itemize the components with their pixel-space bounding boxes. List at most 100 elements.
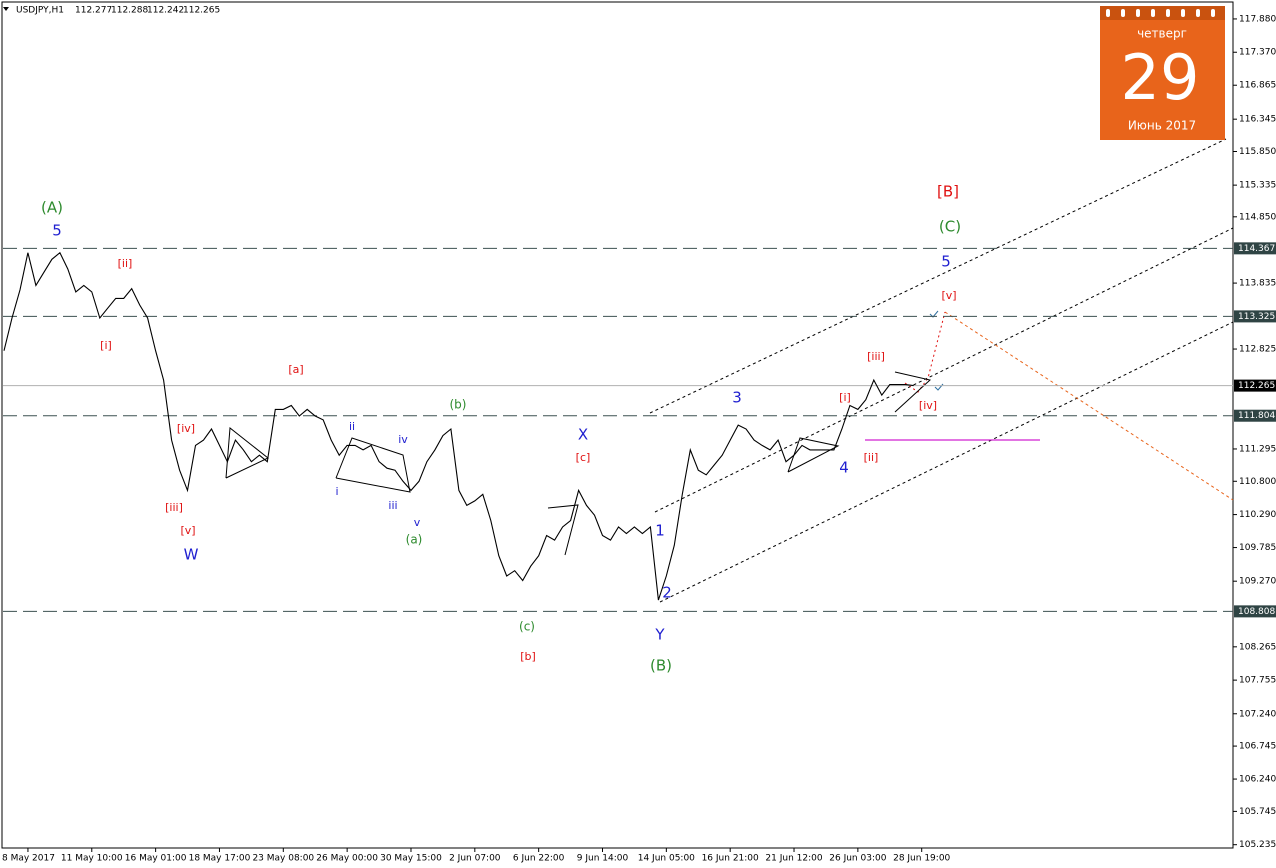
wave-label: (a) (406, 533, 423, 547)
y-tick-label: 113.835 (1239, 279, 1276, 289)
level-label-box (1234, 242, 1276, 255)
ohlc-high: 112.288 (111, 6, 148, 16)
level-label-box (1234, 310, 1276, 323)
x-tick-label: 16 May 01:00 (125, 854, 187, 864)
y-tick-label: 112.825 (1239, 345, 1276, 355)
ring (1166, 9, 1170, 17)
wave-label: X (578, 426, 588, 444)
wave-label: [v] (941, 289, 956, 302)
x-tick-label: 14 Jun 05:00 (638, 854, 695, 864)
wave-label: 2 (662, 584, 672, 602)
header: USDJPY,H1 112.277 112.288 112.242 112.26… (3, 6, 220, 16)
y-tick-label: 109.785 (1239, 543, 1276, 553)
wave-label: [iv] (919, 399, 937, 412)
wave-label: W (184, 546, 199, 564)
wave-label: 5 (941, 253, 951, 271)
y-tick-label: 106.240 (1239, 775, 1276, 785)
y-tick-label: 110.290 (1239, 510, 1276, 520)
channel-line (659, 321, 1234, 603)
wave-label: 5 (52, 222, 62, 240)
ring (1211, 9, 1215, 17)
wave-label: 1 (655, 522, 665, 540)
y-tick-label: 106.745 (1239, 742, 1276, 752)
levels (3, 247, 1233, 612)
y-tick-label: 117.370 (1239, 48, 1276, 58)
x-tick-label: 18 May 17:00 (189, 854, 251, 864)
calendar-day: 29 (1121, 41, 1200, 114)
current-price-label: 112.265 (1238, 381, 1275, 391)
level-label: 113.325 (1238, 312, 1275, 322)
ring (1136, 9, 1140, 17)
calendar-body (1100, 6, 1225, 140)
price-plot (3, 251, 914, 601)
y-tick-label: 107.240 (1239, 709, 1276, 719)
x-tick-label: 9 Jun 14:00 (577, 854, 629, 864)
y-tick-label: 115.335 (1239, 181, 1276, 191)
channel-line (649, 138, 1227, 414)
wave-label: (b) (450, 398, 467, 412)
x-tick-label: 23 May 08:00 (252, 854, 314, 864)
ring (1181, 9, 1185, 17)
x-tick-label: 26 Jun 03:00 (829, 854, 886, 864)
price-line (3, 251, 914, 601)
calendar-weekday: четверг (1137, 27, 1187, 41)
level-label-box (1234, 409, 1276, 422)
wave-label: (c) (519, 620, 535, 634)
y-tick-label: 108.265 (1239, 642, 1276, 652)
x-tick-label: 26 May 00:00 (316, 854, 378, 864)
x-tick-label: 16 Jun 21:00 (702, 854, 759, 864)
triangle (225, 427, 269, 479)
level-label: 111.804 (1238, 411, 1275, 421)
y-tick-label: 116.345 (1239, 115, 1276, 125)
wave-label: [ii] (118, 257, 133, 270)
wave-label: [iii] (165, 501, 183, 514)
wave-label: iv (398, 433, 408, 446)
menu-arrow (3, 7, 9, 11)
calendar-top (1100, 6, 1225, 20)
wave-label: [i] (839, 391, 851, 404)
x-tick-label: 2 Jun 07:00 (449, 854, 501, 864)
plot-border (1, 1, 1234, 849)
triangle (547, 504, 579, 556)
calendar-month: Июнь 2017 (1128, 119, 1196, 133)
analysis-drawings (225, 138, 1234, 603)
y-tick-label: 109.270 (1239, 577, 1276, 587)
check-mark (929, 310, 939, 318)
y-tick-label: 111.295 (1239, 444, 1276, 454)
x-tick-label: 21 Jun 12:00 (765, 854, 822, 864)
x-tick-label: 30 May 15:00 (380, 854, 442, 864)
wave-label: [iii] (867, 350, 885, 363)
y-tick-label: 107.755 (1239, 676, 1276, 686)
triangle (335, 437, 411, 493)
y-tick-label: 105.745 (1239, 807, 1276, 817)
y-tick-label: 117.880 (1239, 14, 1276, 24)
ohlc-close: 112.265 (183, 6, 220, 16)
wave-label: [iv] (177, 422, 195, 435)
y-tick-label: 105.235 (1239, 840, 1276, 850)
current-price-box (1234, 379, 1276, 392)
y-tick-label: 110.800 (1239, 477, 1276, 487)
wave-label: [b] (520, 650, 536, 663)
ring (1106, 9, 1110, 17)
wave-label: [c] (576, 451, 591, 464)
level-label: 108.808 (1238, 607, 1275, 617)
wave-label: [v] (180, 524, 195, 537)
axes: 117.880 117.370 116.865 116.345 115.850 115.3… (2, 14, 1276, 864)
wave-label: (B) (650, 657, 672, 675)
y-tick-label: 116.865 (1239, 81, 1276, 91)
wave-label: (C) (939, 218, 961, 236)
wave-label: (A) (41, 199, 63, 217)
wave-label: iii (388, 499, 397, 512)
calendar: четверг 29 Июнь 2017 (1100, 6, 1225, 140)
ring (1151, 9, 1155, 17)
triangle (894, 371, 932, 413)
level-label-box (1234, 605, 1276, 618)
wave-label: [i] (100, 339, 112, 352)
wave-labels: (A)5[ii][i][a][iv][iii][v]Wiiiviiiiv(a)(… (41, 183, 961, 675)
wave-label: ii (349, 420, 355, 433)
wave-label: v (414, 516, 421, 529)
ring (1196, 9, 1200, 17)
wave-label: 4 (839, 459, 849, 477)
